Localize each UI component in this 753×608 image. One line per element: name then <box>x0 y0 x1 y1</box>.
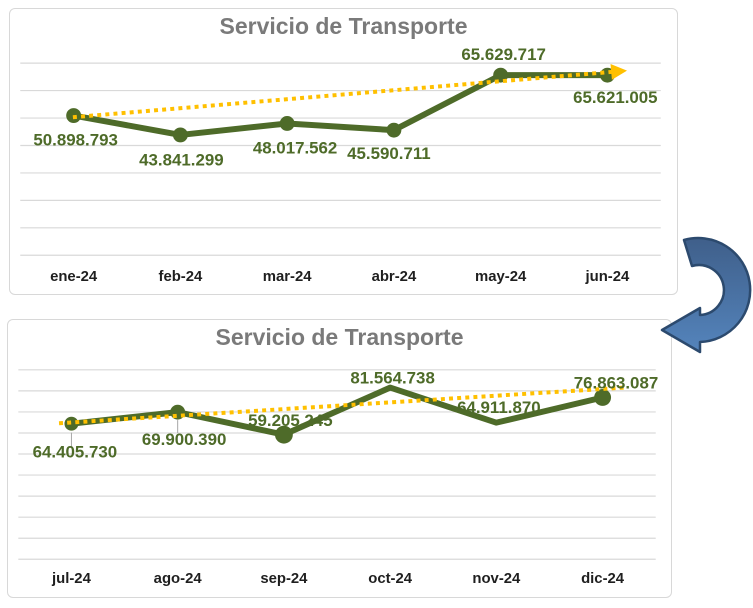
data-label: 69.900.390 <box>142 430 226 449</box>
x-axis-label: oct-24 <box>368 571 413 587</box>
data-label: 76.863.087 <box>574 374 658 393</box>
data-label: 59.205.245 <box>248 411 332 430</box>
data-point-marker <box>493 67 509 83</box>
data-point-marker <box>64 416 79 431</box>
data-label: 50.898.793 <box>33 130 117 149</box>
x-axis-label: sep-24 <box>260 571 308 587</box>
data-point-marker <box>172 127 188 143</box>
x-axis-label: dic-24 <box>581 571 625 587</box>
curved-arrow-icon[interactable] <box>640 225 753 365</box>
data-label: 64.405.730 <box>33 442 117 461</box>
x-axis-label: jun-24 <box>584 269 630 285</box>
data-point-marker <box>386 122 402 138</box>
x-axis-label: feb-24 <box>158 269 203 285</box>
chart-jul-dic[interactable]: Servicio de Transporte 64.405.730 69.900.… <box>7 319 672 598</box>
data-label: 81.564.738 <box>350 369 434 388</box>
x-axis-label: nov-24 <box>472 571 521 587</box>
trendline-arrowhead <box>610 64 628 80</box>
trendline <box>58 385 627 426</box>
plot-area: 64.405.730 69.900.390 59.205.245 81.564.738… <box>18 369 658 587</box>
series-line <box>70 72 611 138</box>
data-label: 65.629.717 <box>461 45 545 64</box>
x-axis-label: abr-24 <box>372 269 417 285</box>
plot-area: 50.898.793 43.841.299 48.017.562 45.590.711… <box>20 45 661 285</box>
data-point-marker <box>594 389 612 406</box>
x-axis-label: ene-24 <box>50 269 98 285</box>
series-line <box>68 384 606 438</box>
trendline <box>72 69 613 120</box>
data-label: 43.841.299 <box>139 151 223 170</box>
data-label: 64.911.870 <box>457 398 541 417</box>
x-axis-label: jul-24 <box>51 571 92 587</box>
data-label: 48.017.562 <box>253 138 337 157</box>
data-label: 65.621.005 <box>573 88 657 107</box>
data-point-marker <box>274 425 293 444</box>
curved-arrow-shape[interactable] <box>660 236 752 354</box>
chart-title: Servicio de Transporte <box>219 13 468 39</box>
x-axis-label: ago-24 <box>154 571 203 587</box>
x-axis-label: mar-24 <box>263 269 313 285</box>
chart-title: Servicio de Transporte <box>215 324 464 350</box>
x-axis-label: may-24 <box>475 269 527 285</box>
data-label: 45.590.711 <box>347 144 431 163</box>
data-point-marker <box>279 116 295 131</box>
chart-ene-jun[interactable]: Servicio de Transporte 50.898.793 43.841.… <box>9 8 678 295</box>
